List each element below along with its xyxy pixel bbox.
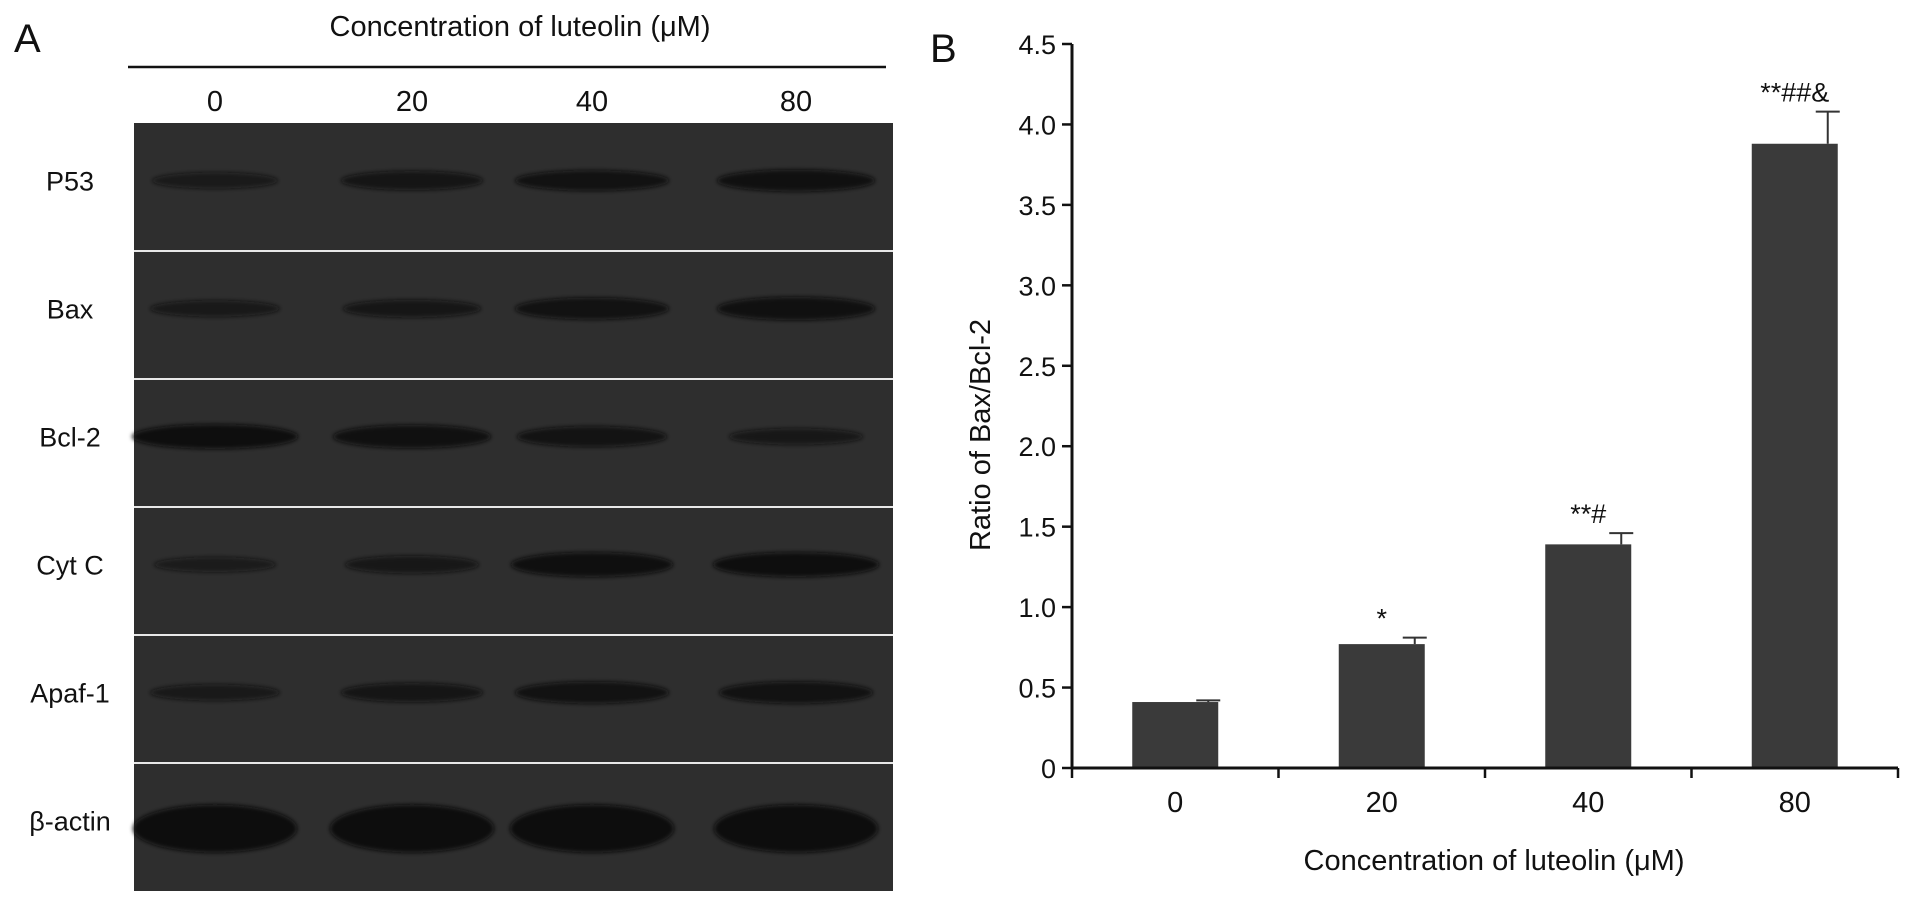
lane-label: 0 (207, 86, 223, 118)
blot-band (511, 552, 673, 577)
blot-band (714, 804, 878, 853)
y-axis-title: Ratio of Bax/Bcl-2 (965, 319, 997, 551)
y-tick-label: 4.0 (1018, 110, 1056, 140)
lane-label: 20 (396, 86, 428, 118)
y-tick-label: 4.5 (1018, 30, 1056, 60)
significance-annotation: **# (1570, 499, 1606, 529)
significance-annotation: **##& (1760, 78, 1829, 108)
x-tick-label: 0 (1167, 787, 1183, 819)
blot-row-label: P53 (46, 167, 94, 197)
blot-band (343, 299, 481, 318)
axes: 0 0.5 1.0 1.5 2.0 2.5 3.0 3.5 4.0 4.5 (1018, 30, 1900, 784)
x-axis-title: Concentration of luteolin (μM) (1304, 845, 1685, 877)
blot-row-label: Apaf-1 (30, 679, 110, 709)
x-tick-label: 80 (1779, 787, 1811, 819)
blot-band (152, 172, 278, 189)
bar (1132, 702, 1219, 768)
blot-band (713, 552, 879, 577)
blot-band (333, 424, 491, 449)
blot-band (345, 555, 479, 574)
blot-band (341, 683, 483, 703)
bar (1338, 644, 1425, 768)
blot-band (133, 804, 297, 853)
blot-rows: P53 Bax Bcl-2 Cyt C Apaf-1 β-actin (29, 167, 893, 853)
blot-band (515, 170, 669, 191)
blot-band (154, 557, 276, 573)
panel-a-label: A (14, 17, 41, 61)
y-tick-label: 1.0 (1018, 593, 1056, 623)
panel-b-label: B (930, 27, 957, 71)
y-tick-label: 2.5 (1018, 352, 1056, 382)
bar (1751, 143, 1838, 769)
lane-label: 80 (780, 86, 812, 118)
blot-row-label: Cyt C (36, 551, 104, 581)
significance-annotation: * (1376, 604, 1387, 634)
x-tick-label: 40 (1572, 787, 1604, 819)
blot-band (717, 296, 875, 321)
western-blot-panel: A Concentration of luteolin (μM) 0 20 40 80… (14, 11, 893, 891)
blot-band (719, 681, 873, 704)
blot-band (341, 171, 483, 191)
blot-header: Concentration of luteolin (μM) (330, 11, 711, 43)
blot-band (515, 297, 669, 320)
y-tick-label: 2.0 (1018, 432, 1056, 462)
blot-band (330, 804, 494, 853)
blot-row-label: Bax (47, 295, 94, 325)
bar (1545, 544, 1632, 768)
blot-band (132, 424, 298, 449)
blot-band (729, 428, 863, 445)
blot-row-label: Bcl-2 (39, 423, 101, 453)
bars: 0 * 20 **# 40 **##& 80 (1132, 78, 1840, 819)
blot-band (717, 169, 875, 192)
blot-band (515, 681, 669, 704)
blot-row-label: β-actin (29, 807, 111, 837)
y-tick-label: 3.0 (1018, 271, 1056, 301)
y-tick-label: 3.5 (1018, 191, 1056, 221)
x-tick-label: 20 (1366, 787, 1398, 819)
blot-band (517, 426, 667, 447)
y-tick-label: 0 (1041, 754, 1056, 784)
blot-band (510, 804, 674, 853)
blot-lane-labels: 0 20 40 80 (207, 86, 812, 118)
bar-chart-panel: B Ratio of Bax/Bcl-2 Concentration of lu… (930, 27, 1900, 877)
blot-band (150, 684, 280, 701)
lane-label: 40 (576, 86, 608, 118)
blot-band (150, 300, 280, 317)
y-tick-label: 1.5 (1018, 513, 1056, 543)
y-tick-label: 0.5 (1018, 674, 1056, 704)
